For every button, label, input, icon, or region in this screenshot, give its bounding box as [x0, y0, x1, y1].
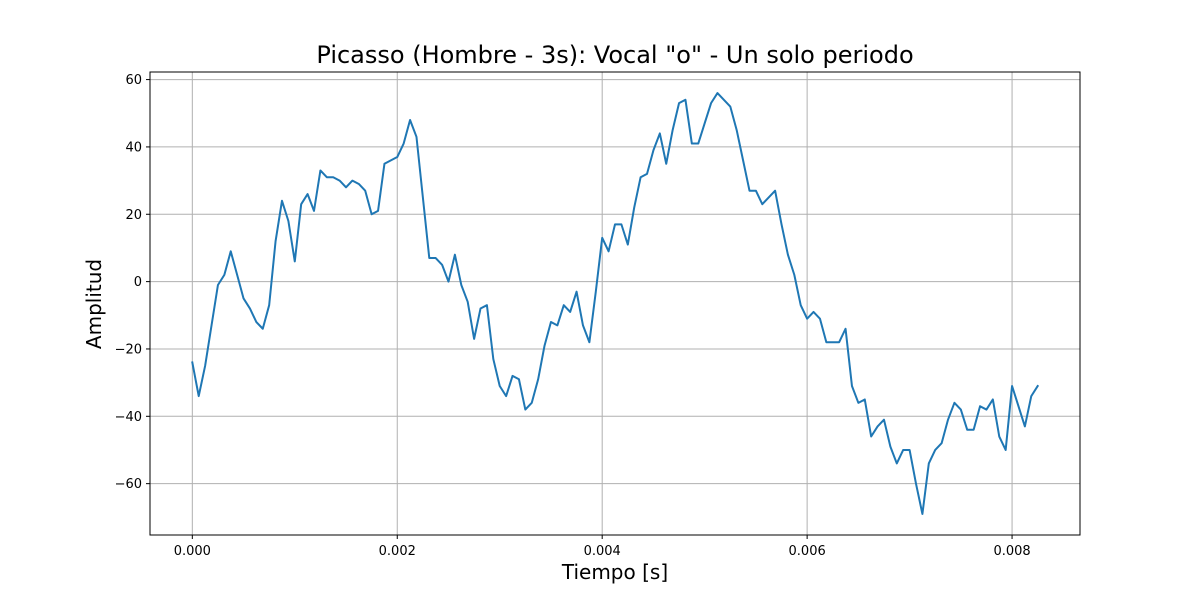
y-tick-label: 0	[134, 275, 142, 290]
x-tick-label: 0.006	[789, 544, 826, 559]
y-tick-label: −60	[115, 477, 142, 492]
x-tick-label: 0.004	[584, 544, 621, 559]
x-tick-label: 0.000	[174, 544, 211, 559]
y-axis-label: Amplitud	[82, 259, 106, 349]
x-axis-label: Tiempo [s]	[561, 560, 668, 584]
x-tick-label: 0.008	[993, 544, 1030, 559]
y-tick-label: 40	[125, 140, 142, 155]
y-tick-label: 60	[125, 73, 142, 88]
y-axis-ticks: −60 −40 −20 0 20 40 60	[115, 73, 150, 492]
chart-title: Picasso (Hombre - 3s): Vocal "o" - Un so…	[316, 41, 913, 69]
y-tick-label: −40	[115, 410, 142, 425]
x-tick-label: 0.002	[379, 544, 416, 559]
plot-frame	[149, 71, 1081, 536]
signal-line	[191, 92, 1040, 515]
x-axis-ticks: 0.000 0.002 0.004 0.006 0.008	[174, 535, 1031, 559]
series-layer	[191, 92, 1040, 515]
y-tick-label: 20	[125, 208, 142, 223]
y-tick-label: −20	[115, 342, 142, 357]
grid-lines	[150, 72, 1080, 535]
